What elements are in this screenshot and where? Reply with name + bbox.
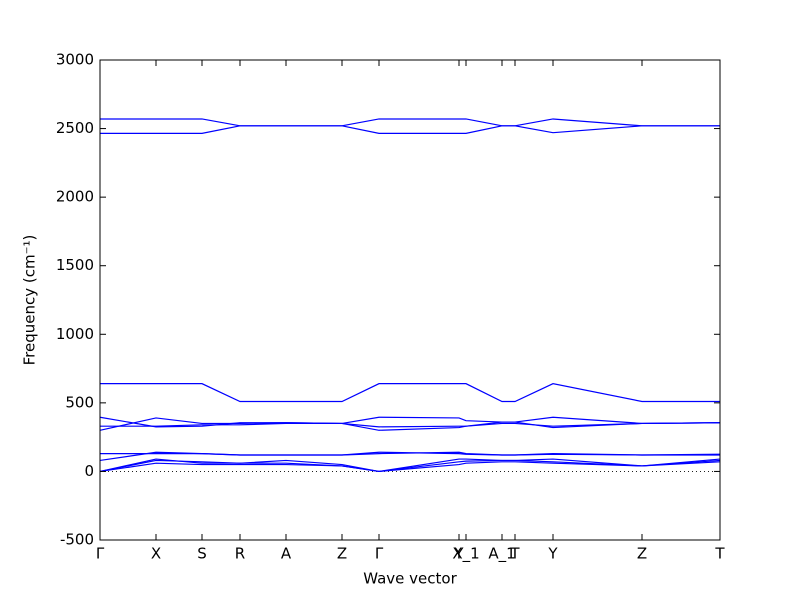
y-tick-label: 1500 [56,256,94,274]
y-tick-label: 1000 [56,325,94,343]
y-tick-label: 500 [65,393,94,411]
band-line [99,461,721,473]
x-tick-label: Y [453,545,464,563]
x-tick-label: Γ [375,545,384,563]
band-line [99,458,721,473]
band-line [99,458,721,473]
x-tick-label: S [197,545,207,563]
band-line [100,422,721,428]
y-tick-label: 3000 [56,51,94,69]
band-line [99,416,721,431]
band-line [99,451,720,462]
band-line [99,416,721,431]
x-axis-label: Wave vector [363,570,457,588]
x-tick-label: T [714,545,725,563]
band-line [100,125,720,134]
x-tick-label: X [151,545,161,563]
y-tick-label: 2000 [56,188,94,206]
x-tick-label: Y [547,545,558,563]
x-tick-label: A_1 [488,545,515,564]
x-tick-label: Γ [96,545,105,563]
y-tick-label: 2500 [56,119,94,137]
band-line [100,383,720,403]
x-tick-label: R [235,545,245,563]
x-tick-label: Z [637,545,647,563]
band-line [100,118,720,127]
x-tick-label: Z [337,545,347,563]
plot-frame [99,59,721,541]
x-tick-label: A [281,545,292,563]
y-axis-label: Frequency (cm⁻¹) [21,235,39,366]
x-tick-label: T [509,545,520,563]
y-tick-label: 0 [84,462,94,480]
y-tick-label: -500 [60,531,94,549]
x-tick-label: X_1 [452,545,479,564]
